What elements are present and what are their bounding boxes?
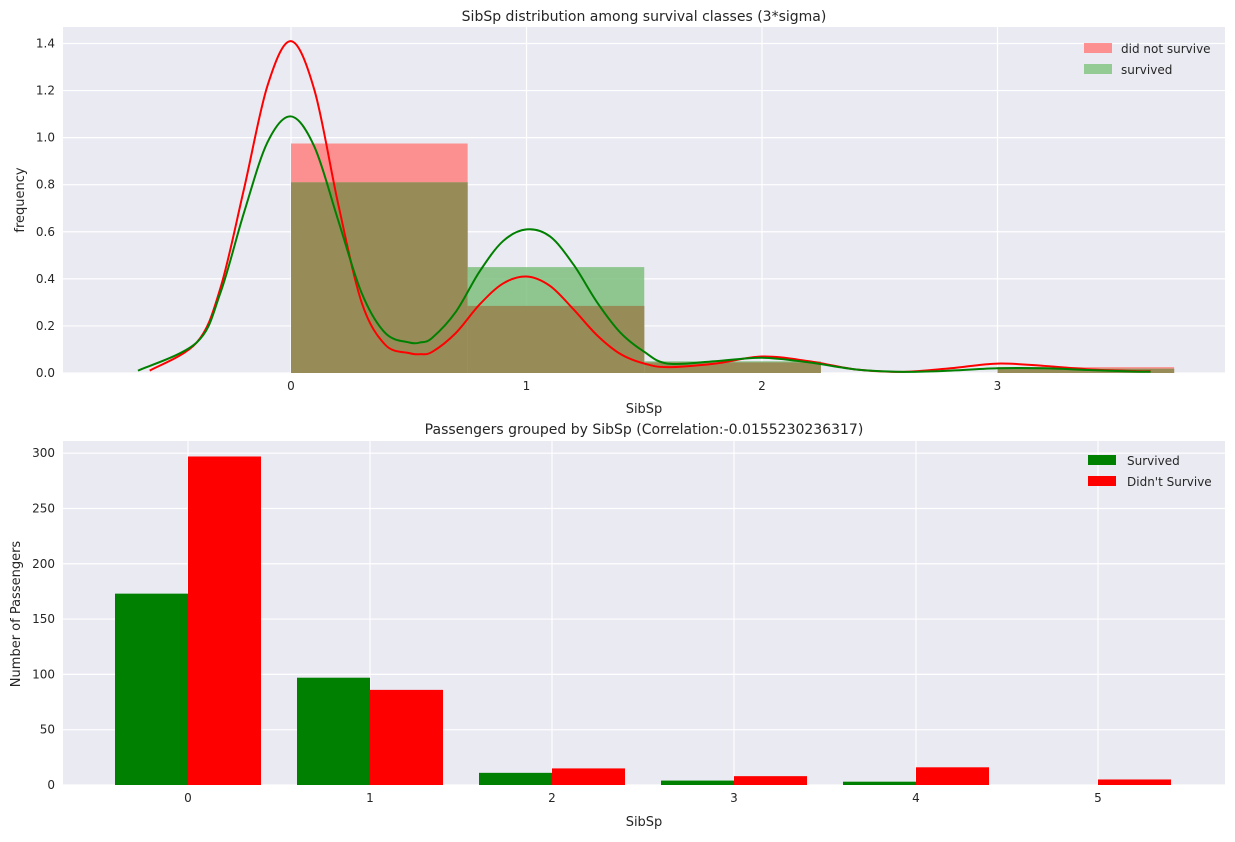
bottom-x-tick-label: 5 [1094, 791, 1102, 805]
grouped-bar-subplot: 0 1 2 3 4 5 0 50 100 150 200 250 300 Passengers gro… [9, 422, 1225, 830]
top-y-tick-label: 1.2 [36, 84, 55, 98]
bar-survived [115, 593, 188, 785]
bar-didnt-survive [734, 776, 807, 785]
top-y-tick-label: 1.0 [36, 131, 55, 145]
bar-didnt-survive [552, 768, 625, 785]
bottom-x-axis-label: SibSp [626, 815, 663, 830]
top-x-tick-label: 3 [994, 379, 1002, 393]
bottom-x-tick-labels: 0 1 2 3 4 5 [184, 791, 1102, 805]
bottom-y-tick-label: 0 [47, 778, 55, 792]
top-y-tick-label: 0.6 [36, 225, 55, 239]
grouped-bars [115, 456, 1171, 785]
legend-swatch-did-not-survive [1084, 43, 1112, 53]
bottom-y-tick-label: 200 [32, 557, 55, 571]
hist-bar-overlap [467, 305, 645, 373]
top-y-axis-label: frequency [13, 167, 28, 233]
bar-survived [297, 677, 370, 785]
bottom-x-tick-label: 4 [912, 791, 920, 805]
bottom-y-axis-label: Number of Passengers [9, 541, 24, 688]
top-chart-title: SibSp distribution among survival classe… [462, 9, 827, 25]
bottom-legend: Survived Didn't Survive [1088, 454, 1212, 489]
kde-curves [137, 40, 1151, 373]
legend-swatch-survived [1084, 64, 1112, 74]
top-y-tick-label: 1.4 [36, 36, 55, 50]
bar-survived [661, 780, 734, 785]
bottom-y-tick-label: 300 [32, 446, 55, 460]
kde-line-survived [137, 115, 1151, 373]
top-x-tick-label: 2 [758, 379, 766, 393]
bar-survived [479, 772, 552, 785]
top-legend: did not survive survived [1084, 42, 1211, 77]
bottom-y-tick-label: 150 [32, 612, 55, 626]
bottom-y-tick-labels: 0 50 100 150 200 250 300 [32, 446, 55, 792]
bar-survived [843, 781, 916, 785]
hist-bar-overlap [644, 362, 821, 373]
legend-label-survived: survived [1121, 63, 1172, 77]
top-x-axis-label: SibSp [626, 402, 663, 417]
bar-didnt-survive [370, 689, 443, 785]
bottom-chart-title: Passengers grouped by SibSp (Correlation… [425, 422, 864, 438]
bar-didnt-survive [188, 456, 261, 785]
bottom-y-tick-label: 100 [32, 667, 55, 681]
legend-swatch-survived-bar [1088, 455, 1116, 465]
top-x-tick-label: 1 [523, 379, 531, 393]
bottom-x-tick-label: 2 [548, 791, 556, 805]
legend-swatch-didnt-survive-bar [1088, 476, 1116, 486]
top-y-tick-label: 0.8 [36, 178, 55, 192]
legend-label-didnt-survive-bar: Didn't Survive [1127, 475, 1212, 489]
histogram-bars [291, 143, 1175, 373]
top-y-tick-labels: 0.0 0.2 0.4 0.6 0.8 1.0 1.2 1.4 [36, 36, 55, 380]
bottom-y-tick-label: 250 [32, 501, 55, 515]
top-y-tick-label: 0.2 [36, 319, 55, 333]
bottom-y-tick-label: 50 [40, 723, 55, 737]
top-x-tick-labels: 0 1 2 3 [287, 379, 1001, 393]
bottom-x-tick-label: 3 [730, 791, 738, 805]
bar-didnt-survive [916, 767, 989, 785]
top-y-tick-label: 0.0 [36, 366, 55, 380]
legend-label-did-not-survive: did not survive [1121, 42, 1211, 56]
top-y-tick-label: 0.4 [36, 272, 55, 286]
legend-label-survived-bar: Survived [1127, 454, 1180, 468]
top-x-tick-label: 0 [287, 379, 295, 393]
bottom-x-tick-label: 1 [366, 791, 374, 805]
hist-bar-overlap [291, 182, 468, 373]
histogram-subplot: 0 1 2 3 0.0 0.2 0.4 0.6 0.8 1.0 1.2 1.4 SibSp dist… [13, 9, 1225, 417]
bar-didnt-survive [1098, 779, 1171, 785]
bottom-x-tick-label: 0 [184, 791, 192, 805]
